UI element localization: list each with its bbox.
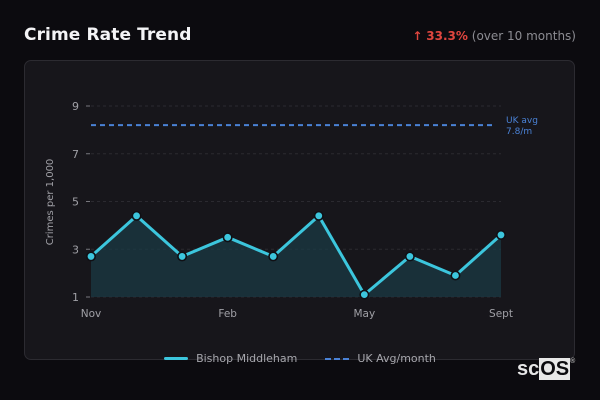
- change-value: 33.3%: [426, 29, 468, 43]
- arrow-up-icon: ↑: [412, 29, 423, 43]
- legend-label: UK Avg/month: [357, 352, 436, 365]
- data-point[interactable]: [450, 270, 461, 281]
- chart-title: Crime Rate Trend: [24, 25, 192, 45]
- chart-card: [24, 60, 575, 360]
- change-note: (over 10 months): [471, 29, 576, 43]
- legend-item-bishop-middleham[interactable]: Bishop Middleham: [164, 352, 297, 365]
- svg-text:3: 3: [72, 243, 79, 256]
- dashed-line-swatch: [325, 357, 350, 360]
- data-point[interactable]: [404, 251, 415, 262]
- data-point[interactable]: [495, 229, 506, 240]
- svg-text:Sept: Sept: [489, 308, 513, 320]
- data-point[interactable]: [313, 210, 324, 221]
- svg-text:Crimes per 1,000: Crimes per 1,000: [45, 159, 56, 246]
- solid-line-swatch: [164, 357, 189, 360]
- svg-text:UK avg: UK avg: [506, 116, 538, 126]
- svg-text:9: 9: [72, 100, 79, 113]
- svg-text:Nov: Nov: [81, 308, 102, 320]
- legend-item-uk-avg[interactable]: UK Avg/month: [325, 352, 436, 365]
- legend-label: Bishop Middleham: [196, 352, 298, 365]
- data-point[interactable]: [131, 210, 142, 221]
- data-point[interactable]: [222, 232, 233, 243]
- data-point[interactable]: [177, 251, 188, 262]
- svg-text:Feb: Feb: [218, 308, 237, 320]
- svg-text:5: 5: [72, 196, 79, 209]
- data-point[interactable]: [268, 251, 279, 262]
- data-point[interactable]: [359, 289, 370, 300]
- svg-text:7: 7: [72, 148, 79, 161]
- trend-change: ↑ 33.3% (over 10 months): [412, 29, 576, 43]
- svg-text:May: May: [353, 308, 375, 320]
- data-point[interactable]: [86, 251, 97, 262]
- svg-text:7.8/m: 7.8/m: [506, 127, 532, 137]
- svg-text:1: 1: [72, 291, 79, 304]
- chart-legend: Bishop Middleham UK Avg/month: [0, 352, 600, 365]
- scos-logo: scOS®: [517, 358, 576, 380]
